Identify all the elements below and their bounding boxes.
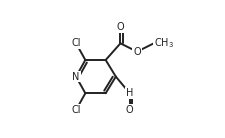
Text: Cl: Cl: [71, 38, 81, 48]
Text: H: H: [126, 88, 133, 98]
Text: CH$_3$: CH$_3$: [153, 36, 173, 50]
Text: O: O: [125, 105, 133, 115]
Text: N: N: [72, 72, 79, 82]
Text: O: O: [133, 47, 140, 57]
Text: Cl: Cl: [71, 105, 81, 115]
Text: O: O: [116, 22, 124, 32]
